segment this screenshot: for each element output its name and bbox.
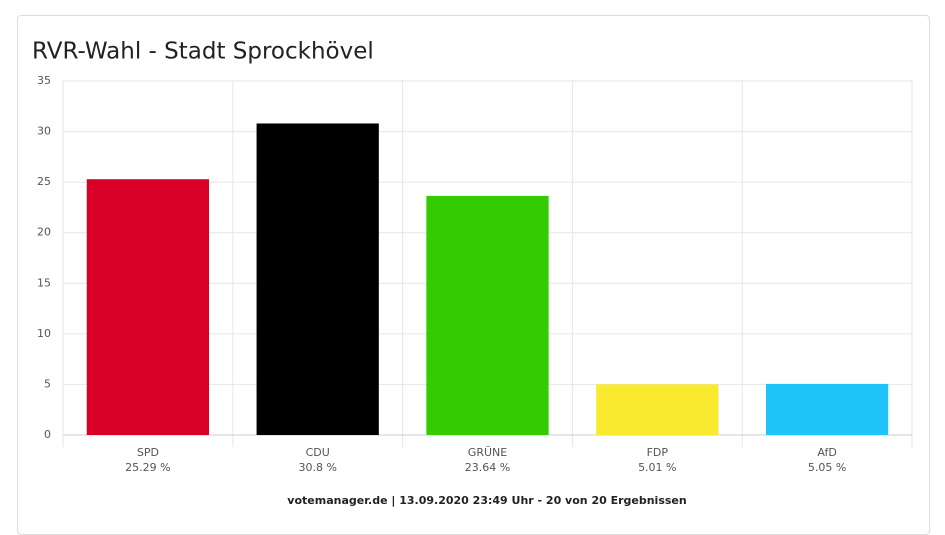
bar — [765, 383, 889, 435]
y-tick-label: 35 — [37, 74, 51, 87]
y-tick-label: 0 — [44, 428, 51, 441]
value-label: 5.05 % — [808, 461, 846, 474]
x-tick-label: SPD — [137, 446, 159, 459]
value-label: 25.29 % — [125, 461, 170, 474]
bar — [256, 123, 379, 435]
chart: RVR-Wahl - Stadt Sprockhövel votemanager… — [32, 39, 913, 507]
y-tick-label: 5 — [44, 377, 51, 390]
x-tick-label: GRÜNE — [468, 446, 507, 459]
x-tick-label: AfD — [817, 446, 836, 459]
x-tick-label: CDU — [306, 446, 330, 459]
page: RVR-Wahl - Stadt Sprockhövel votemanager… — [17, 15, 930, 535]
x-tick-label: FDP — [647, 446, 669, 459]
y-tick-label: 15 — [37, 276, 51, 289]
bar — [426, 195, 549, 435]
y-tick-label: 30 — [37, 125, 51, 138]
y-tick-label: 20 — [37, 226, 51, 239]
value-label: 5.01 % — [638, 461, 676, 474]
y-tick-label: 25 — [37, 175, 51, 188]
chart-title: RVR-Wahl - Stadt Sprockhövel — [32, 39, 374, 65]
value-label: 23.64 % — [465, 461, 510, 474]
value-label: 30.8 % — [298, 461, 336, 474]
bar — [596, 384, 719, 435]
y-tick-label: 10 — [37, 327, 51, 340]
footer: votemanager.de | 13.09.2020 23:49 Uhr - … — [287, 494, 686, 507]
bar — [86, 179, 210, 435]
